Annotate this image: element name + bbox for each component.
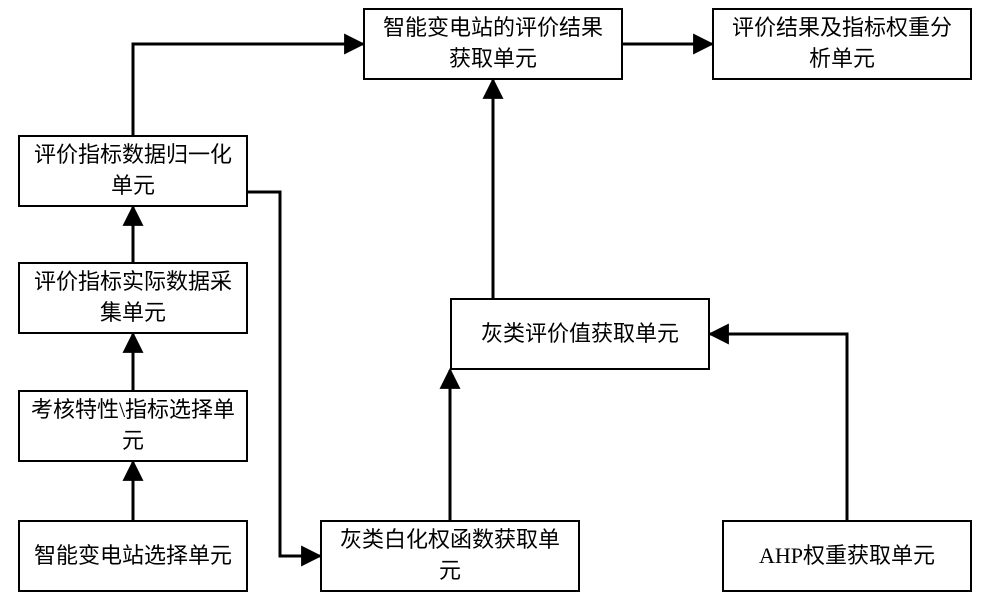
flow-node-n1: 智能变电站选择单元 xyxy=(18,520,248,592)
flow-node-n9: 灰类评价值获取单元 xyxy=(450,298,710,370)
flow-node-n3: 评价指标实际数据采集单元 xyxy=(18,262,248,334)
flow-node-n4: 评价指标数据归一化单元 xyxy=(18,135,248,207)
flow-node-n7: 灰类白化权函数获取单元 xyxy=(320,520,580,592)
edge-n8-n9 xyxy=(710,334,847,520)
flow-node-n6: 评价结果及指标权重分析单元 xyxy=(712,8,972,80)
edge-n4-n5 xyxy=(133,44,363,135)
flow-node-n8: AHP权重获取单元 xyxy=(722,520,972,592)
flow-node-n5: 智能变电站的评价结果获取单元 xyxy=(363,8,623,80)
edge-n4-n7 xyxy=(248,192,320,556)
flow-node-n2: 考核特性\指标选择单元 xyxy=(18,390,248,462)
